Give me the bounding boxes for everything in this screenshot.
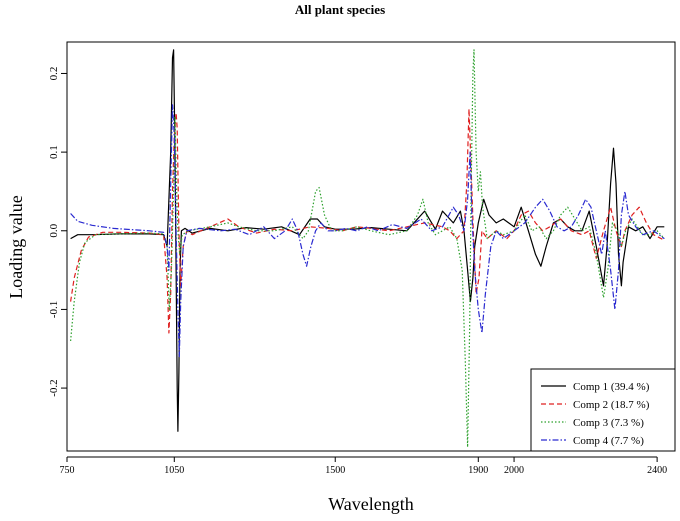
x-tick-label: 750 [60,465,75,476]
legend-box [530,368,676,452]
x-axis-label: Wavelength [328,494,414,514]
series-line-comp-1 [70,49,665,432]
x-tick-label: 1050 [164,465,184,476]
chart-title: All plant species [295,2,385,17]
y-tick-label: -0.2 [48,379,60,396]
x-axis: 750 1050 1500 1900 2000 2400 [60,456,667,476]
y-tick-label: -0.1 [48,301,60,318]
series-layer [70,49,665,448]
y-tick-label: 0.1 [48,145,60,159]
legend-label: Comp 3 (7.3 %) [573,417,644,429]
y-tick-label: 0.2 [48,67,60,81]
x-tick-label: 2000 [504,465,524,476]
series-line-comp-2 [70,108,665,334]
legend-label: Comp 2 (18.7 %) [573,399,650,411]
series-line-comp-4 [70,104,665,358]
legend-label: Comp 4 (7.7 %) [573,435,644,447]
plot-frame [66,41,676,452]
x-tick-label: 1900 [468,465,488,476]
x-tick-label: 1500 [325,465,345,476]
y-axis: 0.2 0.1 0.0 -0.1 -0.2 [48,67,67,397]
legend: Comp 1 (39.4 %) Comp 2 (18.7 %) Comp 3 (7.… [530,368,676,452]
x-tick-label: 2400 [647,465,667,476]
y-axis-label: Loading value [6,195,26,298]
legend-label: Comp 1 (39.4 %) [573,381,650,393]
y-tick-label: 0.0 [48,223,60,237]
